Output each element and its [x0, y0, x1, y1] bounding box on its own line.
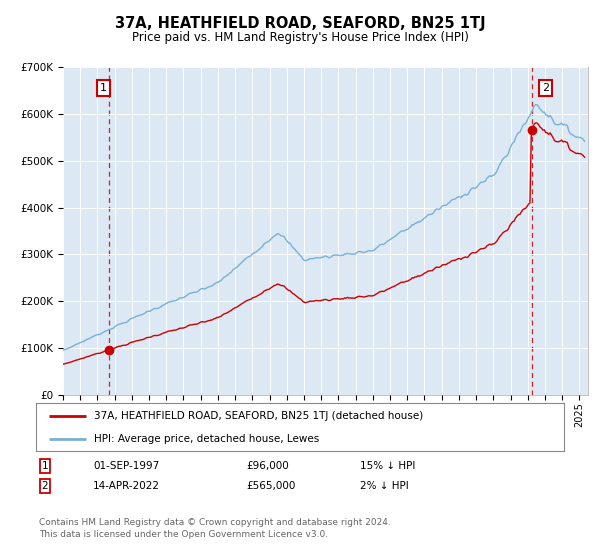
Text: 37A, HEATHFIELD ROAD, SEAFORD, BN25 1TJ: 37A, HEATHFIELD ROAD, SEAFORD, BN25 1TJ: [115, 16, 485, 31]
Text: 01-SEP-1997: 01-SEP-1997: [93, 461, 159, 471]
Text: £96,000: £96,000: [246, 461, 289, 471]
Text: 2: 2: [41, 481, 49, 491]
Text: Contains HM Land Registry data © Crown copyright and database right 2024.
This d: Contains HM Land Registry data © Crown c…: [39, 518, 391, 539]
Text: 1: 1: [100, 83, 107, 94]
Text: 37A, HEATHFIELD ROAD, SEAFORD, BN25 1TJ (detached house): 37A, HEATHFIELD ROAD, SEAFORD, BN25 1TJ …: [94, 411, 424, 421]
Text: 1: 1: [41, 461, 49, 471]
Text: Price paid vs. HM Land Registry's House Price Index (HPI): Price paid vs. HM Land Registry's House …: [131, 31, 469, 44]
Text: 2: 2: [542, 83, 550, 94]
Text: 14-APR-2022: 14-APR-2022: [93, 481, 160, 491]
Text: 15% ↓ HPI: 15% ↓ HPI: [360, 461, 415, 471]
Text: 2% ↓ HPI: 2% ↓ HPI: [360, 481, 409, 491]
Text: £565,000: £565,000: [246, 481, 295, 491]
Text: HPI: Average price, detached house, Lewes: HPI: Average price, detached house, Lewe…: [94, 434, 319, 444]
